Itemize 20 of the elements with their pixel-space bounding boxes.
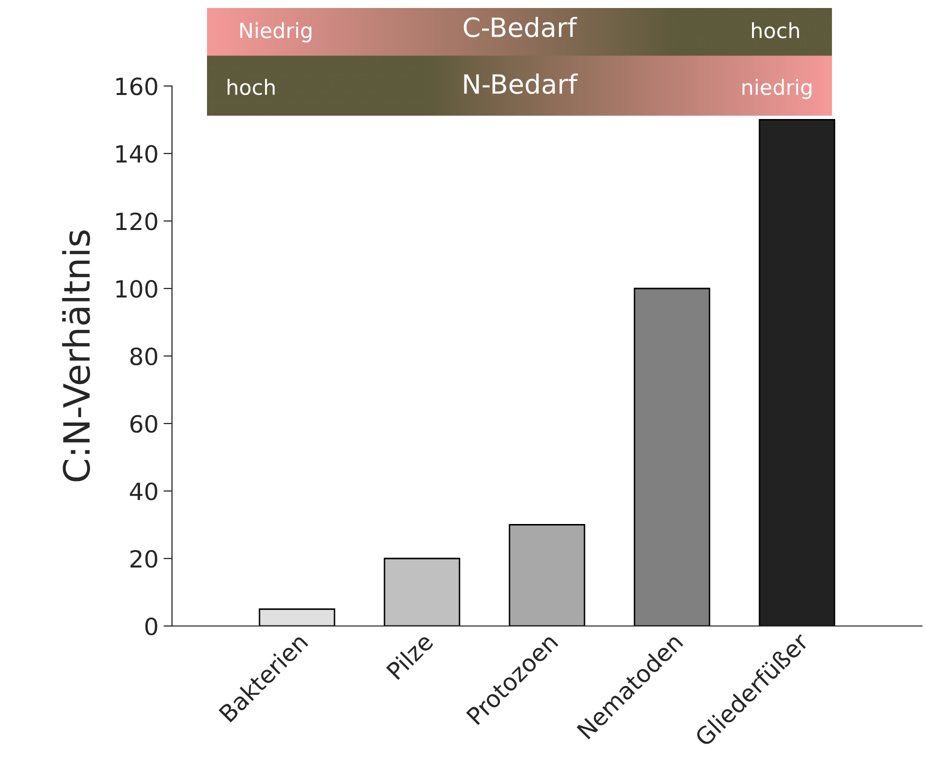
bar [508,524,586,626]
y-tick-label: 40 [130,482,158,500]
y-axis-title: C:N-Verhältnis [62,230,90,482]
y-tick-label: 80 [130,347,158,366]
annotation: niedrig [742,78,812,100]
y-tick-label: 60 [130,414,158,433]
y-tick-label: 160 [116,77,158,96]
bar [634,288,710,626]
bar [258,608,336,626]
text: Niedrig [240,22,312,42]
annotation: hoch [228,78,275,96]
annotation: N-Bedarf [464,74,578,94]
text: hoch [752,22,799,38]
y-tick-label: 120 [116,212,158,230]
text: C-Bedarf [464,16,578,38]
bar [384,558,460,626]
y-tick-label: 0 [145,617,158,636]
y-tick-label: 20 [130,550,158,568]
y-tick-label: 100 [116,280,158,298]
y-tick-label: 140 [116,144,158,163]
